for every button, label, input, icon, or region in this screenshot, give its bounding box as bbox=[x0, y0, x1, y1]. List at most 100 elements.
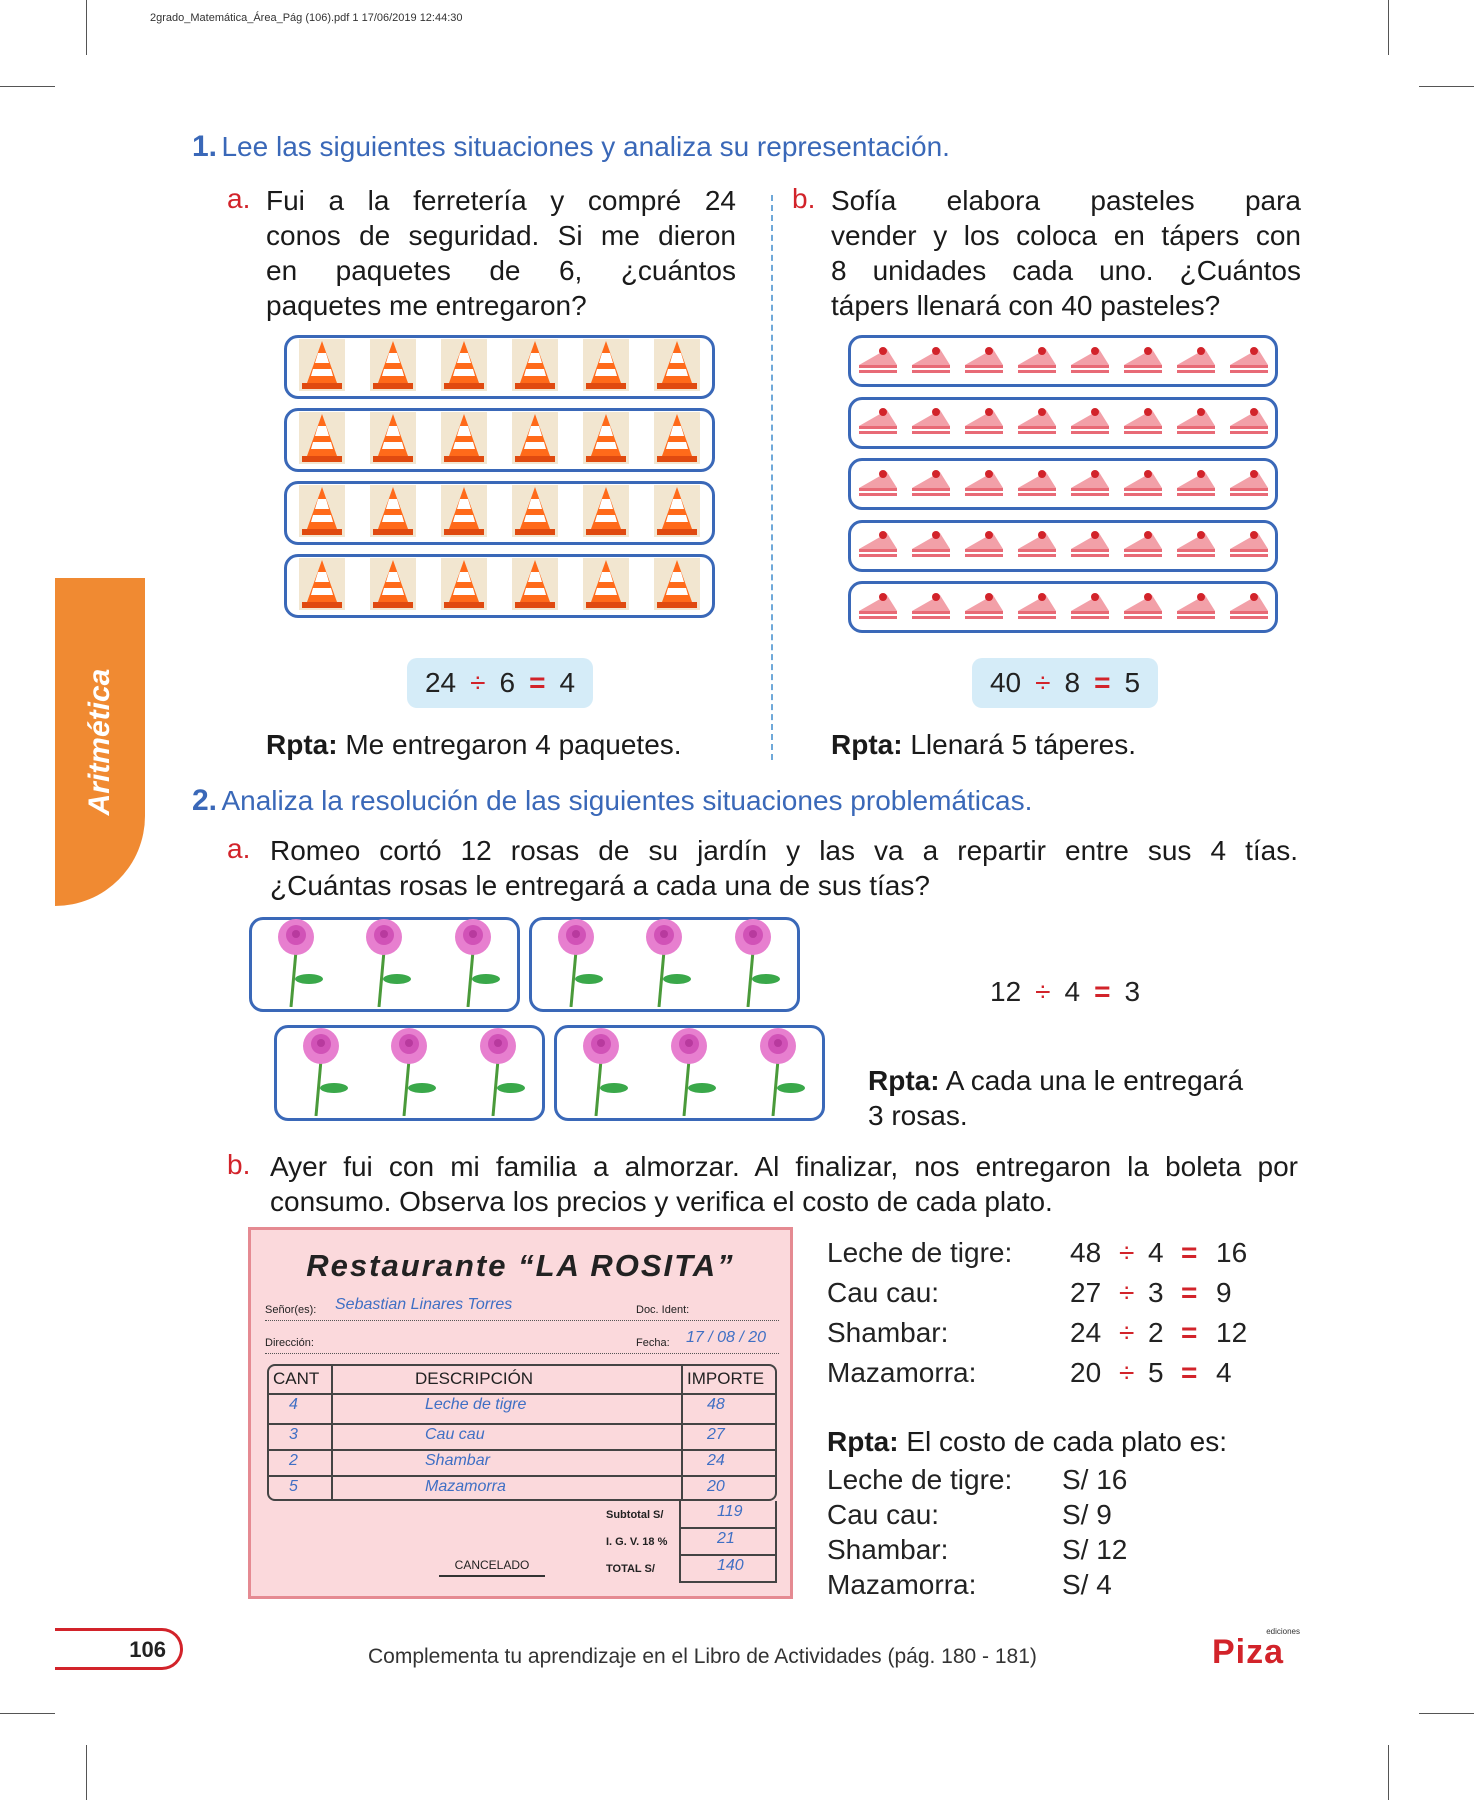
eq-divisor: 8 bbox=[1064, 667, 1081, 698]
cake-icon bbox=[1122, 343, 1164, 380]
rpta-text: El costo de cada plato es: bbox=[906, 1426, 1227, 1457]
cake-icon bbox=[910, 527, 952, 564]
receipt-cell-desc: Leche de tigre bbox=[425, 1396, 527, 1413]
cost-value: S/ 12 bbox=[1062, 1534, 1128, 1565]
cake-icon bbox=[963, 404, 1005, 441]
receipt-cell-cant: 3 bbox=[289, 1426, 298, 1443]
receipt: Restaurante “LA ROSITA” Señor(es): Sebas… bbox=[248, 1227, 793, 1599]
text-line: conos de seguridad. Si me dieron bbox=[266, 220, 736, 251]
cake-icon bbox=[1122, 466, 1164, 503]
rpta-label: Rpta: bbox=[827, 1426, 899, 1457]
cake-group bbox=[848, 519, 1278, 572]
receipt-cell-cant: 2 bbox=[289, 1452, 298, 1469]
cake-icon bbox=[910, 343, 952, 380]
cone-group bbox=[284, 335, 715, 399]
crop-mark bbox=[1388, 0, 1389, 55]
section1a-equation: 24 ÷ 6 = 4 bbox=[407, 658, 593, 708]
rpta-label: Rpta: bbox=[831, 729, 903, 760]
rose-icon bbox=[541, 917, 611, 1012]
address-label: Dirección: bbox=[265, 1337, 314, 1349]
rose-icon bbox=[463, 1026, 533, 1121]
eq-dividend: 24 bbox=[424, 667, 457, 698]
text-line: vender y los coloca en tápers con bbox=[831, 220, 1301, 251]
cone-icon bbox=[653, 338, 700, 396]
igv-label: I. G. V. 18 % bbox=[606, 1536, 668, 1548]
cake-icon bbox=[1228, 527, 1270, 564]
receipt-cell-imp: 48 bbox=[707, 1396, 725, 1413]
page-number: 106 bbox=[129, 1637, 166, 1662]
cake-group bbox=[848, 458, 1278, 510]
cone-icon bbox=[653, 411, 700, 469]
row-divider bbox=[681, 1554, 775, 1556]
cake-icon bbox=[1122, 589, 1164, 626]
cone-icon bbox=[582, 557, 629, 615]
section2b-answer: Rpta: El costo de cada plato es: bbox=[827, 1424, 1227, 1459]
calc-divisor: 3 bbox=[1148, 1277, 1164, 1308]
rose-icon bbox=[566, 1026, 636, 1121]
cake-icon bbox=[1228, 343, 1270, 380]
cake-icon bbox=[1016, 527, 1058, 564]
total-label: TOTAL S/ bbox=[606, 1563, 655, 1575]
receipt-cell-imp: 20 bbox=[707, 1478, 725, 1495]
cone-group bbox=[284, 554, 715, 618]
section1a-letter: a. bbox=[227, 183, 251, 214]
section2b-letter: b. bbox=[227, 1149, 251, 1180]
section1b-letter: b. bbox=[792, 183, 816, 214]
cake-icon bbox=[1228, 404, 1270, 441]
cake-icon bbox=[857, 404, 899, 441]
eq-result: 4 bbox=[559, 667, 576, 698]
cone-icon bbox=[582, 411, 629, 469]
cone-icon bbox=[299, 338, 346, 396]
eq-dividend: 12 bbox=[990, 976, 1022, 1007]
cake-icon bbox=[1175, 466, 1217, 503]
section1-title: Lee las siguientes situaciones y analiza… bbox=[221, 131, 950, 162]
section1b-text: Sofía elabora pasteles para vender y los… bbox=[831, 183, 1301, 323]
col-divider bbox=[331, 1366, 333, 1499]
row-divider bbox=[269, 1475, 775, 1477]
calc-result: 16 bbox=[1216, 1237, 1248, 1268]
cake-icon bbox=[963, 343, 1005, 380]
cone-icon bbox=[511, 557, 558, 615]
cake-icon bbox=[857, 527, 899, 564]
text-line: 8 unidades cada uno. ¿Cuántos bbox=[831, 255, 1301, 286]
cone-icon bbox=[653, 484, 700, 542]
cake-group bbox=[848, 581, 1278, 633]
rose-icon bbox=[261, 917, 331, 1012]
logo-text: Piza bbox=[1212, 1633, 1285, 1671]
cake-group bbox=[848, 335, 1278, 387]
section1a-text: Fui a la ferretería y compré 24 conos de… bbox=[266, 183, 736, 323]
side-tab-label: Aritmética bbox=[83, 668, 116, 816]
eq-result: 5 bbox=[1124, 667, 1141, 698]
cake-icon bbox=[910, 404, 952, 441]
rpta-text: Llenará 5 táperes. bbox=[910, 729, 1137, 760]
cone-icon bbox=[441, 338, 488, 396]
calc-dish: Leche de tigre: bbox=[827, 1237, 1013, 1268]
eq-equals-sign: = bbox=[1094, 976, 1111, 1007]
receipt-cell-cant: 5 bbox=[289, 1478, 298, 1495]
header-cant: CANT bbox=[273, 1369, 320, 1388]
row-divider bbox=[269, 1423, 775, 1425]
rose-group bbox=[274, 1025, 545, 1121]
cake-icon bbox=[1069, 404, 1111, 441]
cone-icon bbox=[370, 411, 417, 469]
rose-icon bbox=[349, 917, 419, 1012]
calc-equals-sign: = bbox=[1181, 1317, 1198, 1348]
crop-mark bbox=[1388, 1745, 1389, 1800]
receipt-address-row: Dirección: bbox=[265, 1337, 645, 1354]
rose-group bbox=[529, 917, 800, 1012]
cake-icon bbox=[910, 589, 952, 626]
text-line: Fui a la ferretería y compré 24 bbox=[266, 185, 736, 216]
cost-value: S/ 4 bbox=[1062, 1569, 1112, 1600]
cake-icon bbox=[963, 466, 1005, 503]
eq-divide-sign: ÷ bbox=[1035, 667, 1051, 698]
eq-divide-sign: ÷ bbox=[470, 667, 486, 698]
cone-icon bbox=[441, 484, 488, 542]
calc-dish: Mazamorra: bbox=[827, 1357, 977, 1388]
rose-icon bbox=[654, 1026, 724, 1121]
cost-dish: Cau cau: bbox=[827, 1499, 940, 1530]
section2a-letter: a. bbox=[227, 833, 251, 864]
cake-icon bbox=[1228, 466, 1270, 503]
section1-heading: 1. Lee las siguientes situaciones y anal… bbox=[192, 130, 950, 164]
receipt-cell-cant: 4 bbox=[289, 1396, 298, 1413]
rose-icon bbox=[286, 1026, 356, 1121]
